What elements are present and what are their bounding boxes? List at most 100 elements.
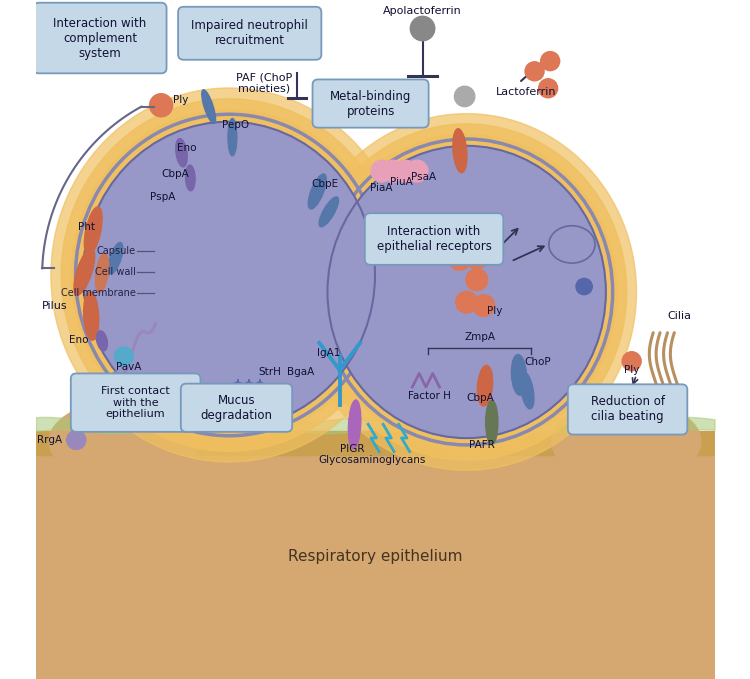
Ellipse shape xyxy=(453,129,467,172)
Circle shape xyxy=(67,430,86,449)
Text: PavA: PavA xyxy=(116,362,141,372)
Circle shape xyxy=(371,160,393,182)
Text: RrgA: RrgA xyxy=(37,435,62,445)
Circle shape xyxy=(538,79,558,98)
Ellipse shape xyxy=(83,122,375,428)
Circle shape xyxy=(576,278,592,295)
Text: Respiratory epithelium: Respiratory epithelium xyxy=(288,549,462,564)
Ellipse shape xyxy=(520,372,534,409)
Text: Pilus: Pilus xyxy=(42,301,68,311)
Ellipse shape xyxy=(328,146,606,438)
FancyBboxPatch shape xyxy=(313,79,429,128)
Circle shape xyxy=(466,269,488,291)
Circle shape xyxy=(466,247,488,269)
Text: Ply: Ply xyxy=(624,365,639,375)
Circle shape xyxy=(114,347,134,366)
Text: PAF (ChoP
moieties): PAF (ChoP moieties) xyxy=(236,72,292,94)
Text: Impaired neutrophil
recruitment: Impaired neutrophil recruitment xyxy=(191,19,308,48)
Text: IgA1: IgA1 xyxy=(317,348,340,359)
Bar xyxy=(35,435,715,679)
Ellipse shape xyxy=(97,331,107,351)
Ellipse shape xyxy=(549,225,595,263)
Text: Capsule: Capsule xyxy=(97,246,136,256)
Text: Lactoferrin: Lactoferrin xyxy=(496,87,556,97)
Text: PepO: PepO xyxy=(222,120,249,130)
Text: Interaction with
complement
system: Interaction with complement system xyxy=(53,16,147,60)
Text: Eno: Eno xyxy=(177,143,197,153)
Text: Cell membrane: Cell membrane xyxy=(61,289,136,298)
Ellipse shape xyxy=(307,124,627,460)
Ellipse shape xyxy=(228,118,237,156)
Text: PIGR: PIGR xyxy=(340,443,364,454)
Circle shape xyxy=(472,295,494,316)
Circle shape xyxy=(622,352,641,371)
Circle shape xyxy=(394,160,416,182)
Circle shape xyxy=(525,62,544,81)
Text: ZmpA: ZmpA xyxy=(464,331,495,342)
FancyBboxPatch shape xyxy=(364,213,503,265)
Circle shape xyxy=(410,16,435,41)
Text: Reduction of
cilia beating: Reduction of cilia beating xyxy=(590,395,664,424)
Text: Factor H: Factor H xyxy=(407,390,451,401)
Ellipse shape xyxy=(551,401,701,482)
Text: Metal-binding
proteins: Metal-binding proteins xyxy=(330,90,411,117)
Ellipse shape xyxy=(185,165,195,191)
Ellipse shape xyxy=(49,401,199,482)
Ellipse shape xyxy=(109,242,123,274)
Text: CbpE: CbpE xyxy=(311,179,338,189)
Ellipse shape xyxy=(71,109,387,441)
Text: StrH: StrH xyxy=(258,367,281,377)
Ellipse shape xyxy=(512,354,526,395)
Ellipse shape xyxy=(84,207,102,255)
Text: ChoP: ChoP xyxy=(524,357,551,367)
Text: CbpA: CbpA xyxy=(466,392,494,403)
Circle shape xyxy=(251,382,268,399)
Ellipse shape xyxy=(297,113,637,471)
Circle shape xyxy=(149,94,172,117)
FancyBboxPatch shape xyxy=(178,7,321,60)
Ellipse shape xyxy=(95,253,109,293)
Text: PsaA: PsaA xyxy=(411,172,436,182)
Text: Interaction with
epithelial receptors: Interaction with epithelial receptors xyxy=(376,225,491,253)
Ellipse shape xyxy=(74,249,94,295)
Text: Pht: Pht xyxy=(77,221,94,232)
Text: Ply: Ply xyxy=(487,306,502,316)
Circle shape xyxy=(382,160,404,182)
Text: NanA: NanA xyxy=(224,396,252,406)
Ellipse shape xyxy=(51,88,407,462)
Circle shape xyxy=(230,382,246,399)
Text: PiaA: PiaA xyxy=(370,183,393,194)
Circle shape xyxy=(406,160,428,182)
Ellipse shape xyxy=(349,400,361,449)
Ellipse shape xyxy=(308,174,326,209)
Circle shape xyxy=(541,52,560,71)
Ellipse shape xyxy=(202,90,215,124)
Text: Ply: Ply xyxy=(173,95,189,105)
Text: Eno: Eno xyxy=(70,335,89,345)
Ellipse shape xyxy=(477,365,493,406)
Ellipse shape xyxy=(319,197,338,227)
Text: Cell wall: Cell wall xyxy=(95,267,136,276)
Text: Cilia: Cilia xyxy=(667,311,691,321)
Ellipse shape xyxy=(176,139,188,167)
Text: Mucus
degradation: Mucus degradation xyxy=(200,394,272,422)
Circle shape xyxy=(456,291,478,313)
Text: PspA: PspA xyxy=(149,191,175,202)
FancyBboxPatch shape xyxy=(181,384,292,432)
Text: Glycosaminoglycans: Glycosaminoglycans xyxy=(318,455,425,465)
Circle shape xyxy=(241,382,256,399)
Text: PAFR: PAFR xyxy=(470,440,495,450)
Text: Apolactoferrin: Apolactoferrin xyxy=(383,5,462,16)
FancyBboxPatch shape xyxy=(568,384,687,435)
Ellipse shape xyxy=(316,134,617,449)
Text: First contact
with the
epithelium: First contact with the epithelium xyxy=(101,386,170,419)
FancyBboxPatch shape xyxy=(34,3,166,73)
Ellipse shape xyxy=(83,291,99,340)
Text: CbpA: CbpA xyxy=(161,168,189,179)
Bar xyxy=(35,0,715,448)
FancyBboxPatch shape xyxy=(70,373,200,432)
Bar xyxy=(35,431,715,455)
Text: Mucus: Mucus xyxy=(572,406,608,416)
Ellipse shape xyxy=(62,98,397,452)
Text: PiuA: PiuA xyxy=(390,177,412,187)
